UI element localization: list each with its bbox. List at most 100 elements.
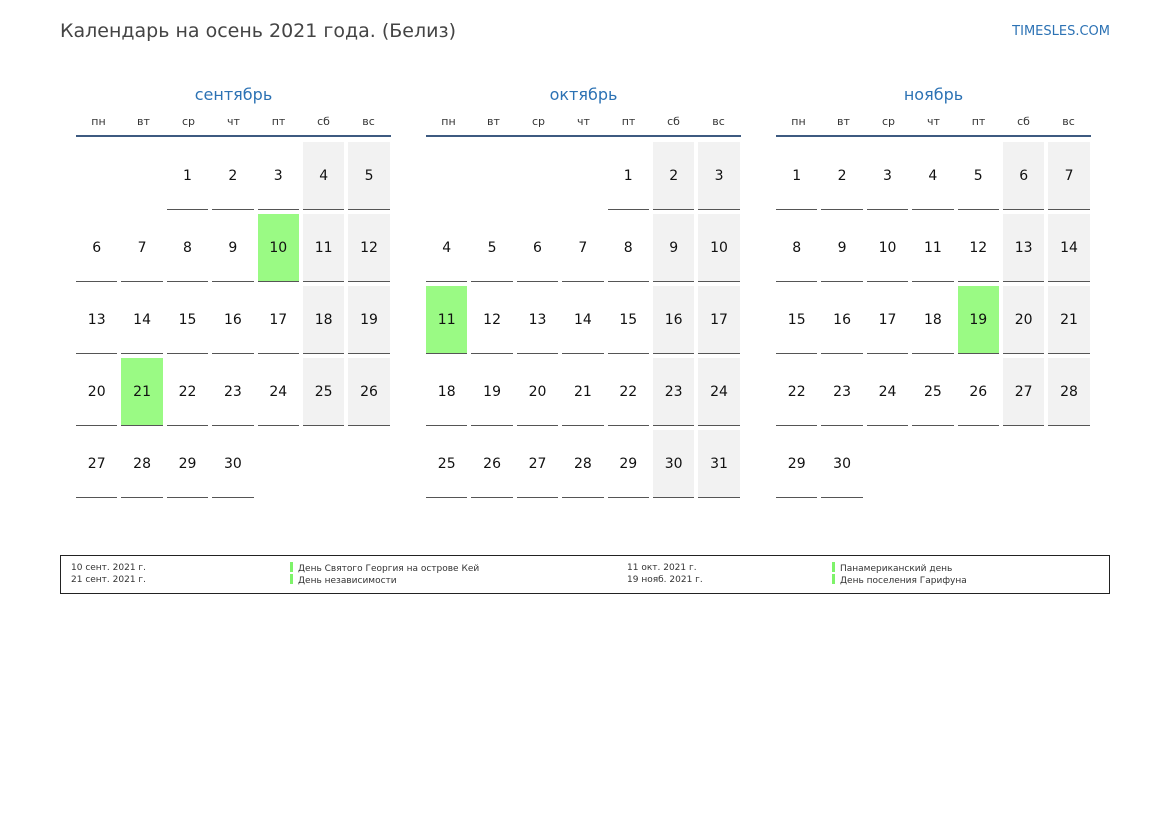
weekday-label: пн [791,115,806,128]
day-cell[interactable]: 18 [302,286,345,354]
day-cell[interactable]: 28 [562,430,604,498]
day-cell[interactable]: 23 [652,358,695,426]
day-cell[interactable]: 7 [562,214,604,282]
site-link[interactable]: TIMESLES.COM [1012,24,1110,39]
day-cell[interactable]: 12 [348,214,390,282]
day-cell[interactable]: 29 [776,430,818,498]
holiday-day-cell[interactable]: 11 [426,286,468,354]
day-cell[interactable]: 27 [516,430,559,498]
day-cell[interactable]: 16 [652,286,695,354]
day-cell[interactable]: 1 [776,142,818,210]
day-cell[interactable]: 1 [607,142,649,210]
day-cell[interactable]: 19 [471,358,513,426]
day-cell[interactable]: 15 [776,286,818,354]
day-cell[interactable]: 3 [866,142,909,210]
day-cell[interactable]: 30 [212,430,254,498]
day-cell[interactable]: 26 [471,430,513,498]
day-cell[interactable]: 1 [166,142,209,210]
day-cell[interactable]: 27 [76,430,118,498]
day-cell[interactable]: 31 [698,430,740,498]
holiday-marker [290,562,293,572]
weekday-label: пт [971,115,986,128]
day-cell[interactable]: 25 [912,358,954,426]
day-cell[interactable]: 22 [776,358,818,426]
day-cell[interactable]: 18 [912,286,954,354]
day-cell[interactable]: 24 [866,358,909,426]
day-cell[interactable]: 6 [516,214,559,282]
day-cell[interactable]: 23 [212,358,254,426]
day-cell[interactable]: 30 [652,430,695,498]
day-cell[interactable]: 10 [866,214,909,282]
day-cell[interactable]: 13 [516,286,559,354]
day-cell[interactable]: 20 [516,358,559,426]
day-cell[interactable]: 14 [1048,214,1090,282]
day-cell[interactable]: 22 [607,358,649,426]
day-cell[interactable]: 4 [426,214,468,282]
day-cell[interactable]: 6 [76,214,118,282]
day-cell[interactable]: 17 [698,286,740,354]
day-cell[interactable]: 8 [776,214,818,282]
day-cell[interactable]: 19 [348,286,390,354]
day-cell[interactable]: 17 [866,286,909,354]
day-cell[interactable]: 14 [562,286,604,354]
day-cell[interactable]: 4 [912,142,954,210]
day-cell[interactable]: 5 [348,142,390,210]
day-cell[interactable]: 26 [957,358,999,426]
day-cell[interactable]: 30 [821,430,863,498]
day-cell[interactable]: 8 [607,214,649,282]
day-cell[interactable]: 4 [302,142,345,210]
holiday-marker [832,574,835,584]
day-cell[interactable]: 12 [471,286,513,354]
day-cell[interactable]: 21 [562,358,604,426]
day-cell[interactable]: 8 [166,214,209,282]
day-cell[interactable]: 6 [1002,142,1045,210]
day-cell[interactable]: 2 [821,142,863,210]
day-cell[interactable]: 29 [607,430,649,498]
day-cell[interactable]: 27 [1002,358,1045,426]
day-cell[interactable]: 21 [1048,286,1090,354]
day-cell[interactable]: 3 [257,142,299,210]
day-cell[interactable]: 3 [698,142,740,210]
day-cell[interactable]: 22 [166,358,209,426]
day-cell[interactable]: 13 [76,286,118,354]
day-cell[interactable]: 2 [652,142,695,210]
day-cell[interactable]: 15 [607,286,649,354]
day-cell[interactable]: 2 [212,142,254,210]
day-cell[interactable]: 26 [348,358,390,426]
day-cell[interactable]: 29 [166,430,209,498]
day-cell[interactable]: 13 [1002,214,1045,282]
holiday-day-cell[interactable]: 10 [257,214,299,282]
day-cell[interactable]: 18 [426,358,468,426]
day-cell[interactable]: 7 [1048,142,1090,210]
day-cell[interactable]: 25 [426,430,468,498]
weekday-label: пн [91,115,106,128]
day-cell[interactable]: 20 [76,358,118,426]
day-cell[interactable]: 28 [121,430,163,498]
legend-holiday: День независимости [290,574,397,587]
day-cell[interactable]: 11 [302,214,345,282]
day-cell[interactable]: 7 [121,214,163,282]
day-cell[interactable]: 12 [957,214,999,282]
day-cell[interactable]: 9 [821,214,863,282]
day-cell[interactable]: 24 [257,358,299,426]
day-cell[interactable]: 23 [821,358,863,426]
day-cell[interactable]: 16 [821,286,863,354]
day-cell[interactable]: 28 [1048,358,1090,426]
holiday-day-cell[interactable]: 19 [957,286,999,354]
day-cell[interactable]: 20 [1002,286,1045,354]
day-cell[interactable]: 24 [698,358,740,426]
day-cell[interactable]: 16 [212,286,254,354]
legend-date: 10 сент. 2021 г. [71,563,147,573]
day-cell[interactable]: 10 [698,214,740,282]
day-cell[interactable]: 15 [166,286,209,354]
day-cell[interactable]: 5 [957,142,999,210]
holiday-day-cell[interactable]: 21 [121,358,163,426]
day-cell[interactable]: 11 [912,214,954,282]
day-cell[interactable]: 14 [121,286,163,354]
day-cell[interactable]: 9 [212,214,254,282]
day-cell[interactable]: 5 [471,214,513,282]
day-cell[interactable]: 17 [257,286,299,354]
day-cell[interactable]: 9 [652,214,695,282]
legend-holiday: День поселения Гарифуна [832,574,967,587]
day-cell[interactable]: 25 [302,358,345,426]
